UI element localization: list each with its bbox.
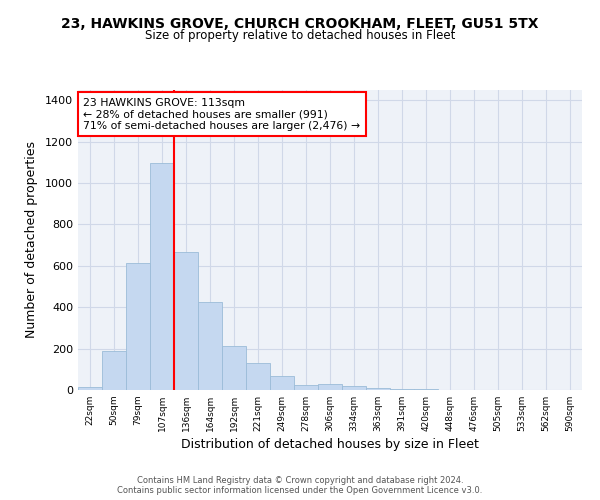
Bar	[198, 302, 222, 390]
Bar	[222, 346, 246, 390]
Bar	[366, 388, 390, 390]
Text: Contains HM Land Registry data © Crown copyright and database right 2024.: Contains HM Land Registry data © Crown c…	[137, 476, 463, 485]
Bar	[78, 387, 102, 390]
Bar	[390, 389, 414, 390]
Bar	[102, 350, 126, 390]
Bar	[342, 386, 366, 390]
Bar	[318, 384, 342, 390]
Bar	[246, 363, 270, 390]
Bar	[150, 164, 174, 390]
Text: 23 HAWKINS GROVE: 113sqm
← 28% of detached houses are smaller (991)
71% of semi-: 23 HAWKINS GROVE: 113sqm ← 28% of detach…	[83, 98, 360, 130]
Bar	[126, 263, 150, 390]
Text: 23, HAWKINS GROVE, CHURCH CROOKHAM, FLEET, GU51 5TX: 23, HAWKINS GROVE, CHURCH CROOKHAM, FLEE…	[61, 18, 539, 32]
Text: Contains public sector information licensed under the Open Government Licence v3: Contains public sector information licen…	[118, 486, 482, 495]
Bar	[270, 376, 294, 390]
Bar	[174, 252, 198, 390]
Y-axis label: Number of detached properties: Number of detached properties	[25, 142, 38, 338]
Bar	[294, 385, 318, 390]
X-axis label: Distribution of detached houses by size in Fleet: Distribution of detached houses by size …	[181, 438, 479, 451]
Text: Size of property relative to detached houses in Fleet: Size of property relative to detached ho…	[145, 29, 455, 42]
